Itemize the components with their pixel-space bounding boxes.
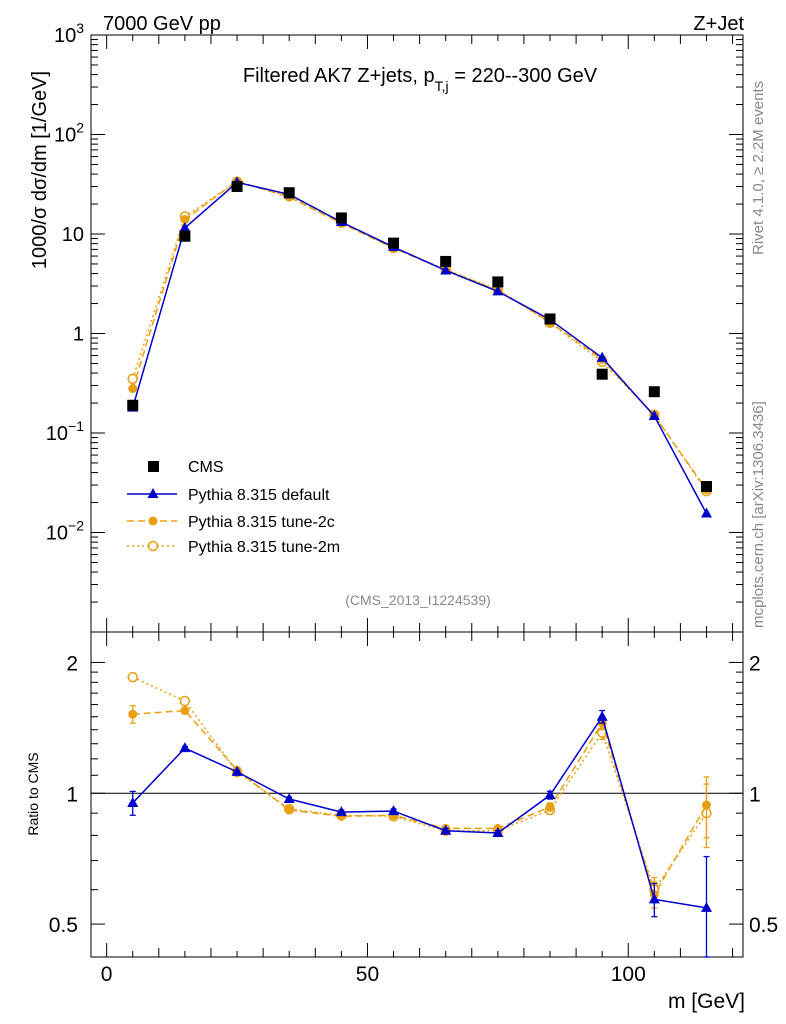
xtick-label: 50 [356,963,379,986]
main-ytick-label: 1 [73,324,84,346]
main-series-line [132,180,708,491]
energy-label: 7000 GeV pp [103,13,221,35]
main-data-point [388,237,400,249]
main-data-point [700,507,712,518]
main-ytick-label: 102 [54,120,84,147]
ratio-data-point [284,805,294,815]
ratio-data-point [700,901,712,912]
main-data-point [596,351,608,362]
ratio-ytick-label: 2 [66,652,78,675]
ratio-data-point [127,796,139,807]
ratio-ytick-label: 1 [66,783,78,806]
main-data-point [544,313,556,325]
main-series-line [132,180,708,492]
legend-tune2c: Pythia 8.315 tune-2c [188,514,335,531]
title-subscript: T,j [435,78,449,94]
title-rest: = 220--300 GeV [449,65,598,87]
ratio-series-line [132,714,707,909]
ratio-data-point [596,710,608,721]
ratio-panel: 2 2 1 1 0.5 0.5 0 50 100 Ratio to CMS m [GeV] [25,631,778,1013]
main-data-point [440,255,452,267]
ratio-data-point [440,824,452,835]
process-label: Z+Jet [693,13,744,35]
main-data-point [492,285,504,296]
main-ytick-label: 10−1 [46,418,84,445]
ratio-ylabel: Ratio to CMS [25,752,41,835]
main-data-point [335,212,347,224]
main-data-point [648,410,660,421]
ratio-axis-ticks: 2 2 1 1 0.5 0.5 0 50 100 [49,632,778,986]
legend-default: Pythia 8.315 default [188,487,330,504]
ratio-ytick-label-right: 1 [749,783,761,806]
main-data-point [596,368,608,380]
ratio-data-point [128,709,138,719]
ratio-ytick-label-right: 0.5 [749,914,778,937]
ratio-data-point [388,805,400,816]
main-data-point [179,230,191,242]
main-series [127,176,712,518]
ratio-data-point [179,742,191,753]
legend-tune2m: Pythia 8.315 tune-2m [188,539,340,556]
ratio-data-point [127,671,138,683]
xtick-label: 100 [611,963,646,986]
ratio-ytick-label: 0.5 [49,914,78,937]
main-ytick-label: 103 [54,20,84,47]
ratio-data-point [492,827,504,838]
ratio-data-point [335,806,347,817]
legend-marker-cms [148,461,159,472]
ratio-series-line [132,676,708,892]
legend-marker-default [147,488,159,498]
title-main: Filtered AK7 Z+jets, p [243,65,435,87]
main-data-point [648,386,660,398]
main-data-point [283,187,295,199]
ratio-data-point [648,893,660,904]
main-data-point [180,214,190,224]
ratio-data-point [283,793,295,804]
ratio-data-point [179,695,191,707]
main-title: Filtered AK7 Z+jets, pT,j = 220--300 GeV [243,65,598,94]
ratio-series [127,671,712,958]
main-ytick-label: 10 [62,224,84,246]
main-data-point [700,480,712,492]
legend: CMS Pythia 8.315 default Pythia 8.315 tu… [127,459,340,556]
ratio-data-point [180,706,190,716]
x-axis-label: m [GeV] [668,990,745,1013]
mcplots-label: mcplots.cern.ch [arXiv:1306.3436] [750,401,767,628]
rivet-version-label: Rivet 4.1.0, ≥ 2.2M events [750,81,767,255]
main-ylabel: 1000/σ dσ/dm [1/GeV] [29,71,51,269]
ratio-data-point [545,802,555,812]
main-data-point [179,221,191,232]
ratio-data-point [544,789,556,800]
main-data-point [127,399,139,411]
main-series-line [132,181,708,514]
ratio-data-point [701,800,711,810]
main-ytick-label: 10−2 [46,518,84,545]
ratio-series-line [132,709,708,897]
main-data-point [128,384,138,394]
ratio-data-point [231,765,243,776]
main-data-point [127,373,138,385]
main-data-point [492,276,504,288]
ratio-frame [90,631,744,958]
legend-marker-tune2m [147,540,159,552]
legend-marker-tune2c [148,516,158,526]
main-data-point [440,264,452,275]
xtick-label: 0 [101,963,113,986]
analysis-watermark: (CMS_2013_I1224539) [345,592,491,608]
main-data-point [231,181,243,193]
ratio-ytick-label-right: 2 [749,652,761,675]
legend-cms: CMS [188,459,224,476]
